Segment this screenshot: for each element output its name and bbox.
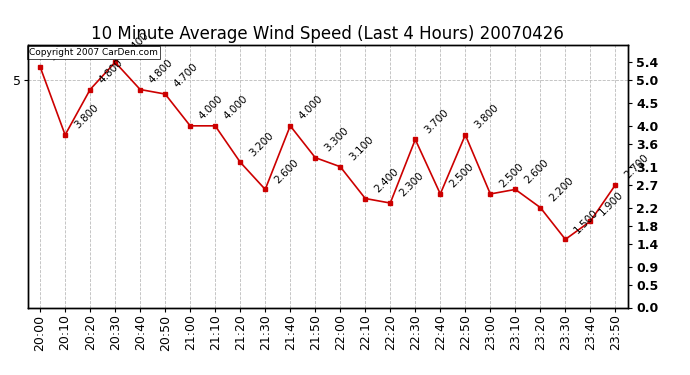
Text: 2.700: 2.700 [622,153,651,181]
Text: 1.900: 1.900 [598,189,625,217]
Text: 4.800: 4.800 [147,57,175,86]
Text: 3.300: 3.300 [322,126,351,153]
Text: 4.000: 4.000 [197,94,225,122]
Text: 2.600: 2.600 [272,157,300,185]
Text: 3.100: 3.100 [347,135,375,162]
Text: 2.400: 2.400 [372,166,400,194]
Text: 4.800: 4.800 [97,57,125,86]
Text: 1.500: 1.500 [572,207,600,235]
Text: 3.200: 3.200 [247,130,275,158]
Text: 3.800: 3.800 [472,103,500,131]
Title: 10 Minute Average Wind Speed (Last 4 Hours) 20070426: 10 Minute Average Wind Speed (Last 4 Hou… [91,26,564,44]
Text: 4.000: 4.000 [222,94,250,122]
Text: 2.500: 2.500 [447,162,475,190]
Text: 2.600: 2.600 [522,157,551,185]
Text: 3.800: 3.800 [72,103,100,131]
Text: 2.200: 2.200 [547,176,575,203]
Text: 4.700: 4.700 [172,62,200,90]
Text: 2.300: 2.300 [397,171,425,199]
Text: 5.3: 5.3 [47,44,66,63]
Text: 3.700: 3.700 [422,107,451,135]
Text: 4.000: 4.000 [297,94,325,122]
Text: Copyright 2007 CarDen.com: Copyright 2007 CarDen.com [30,48,158,57]
Text: 2.500: 2.500 [497,162,525,190]
Text: 5.400: 5.400 [122,30,150,58]
